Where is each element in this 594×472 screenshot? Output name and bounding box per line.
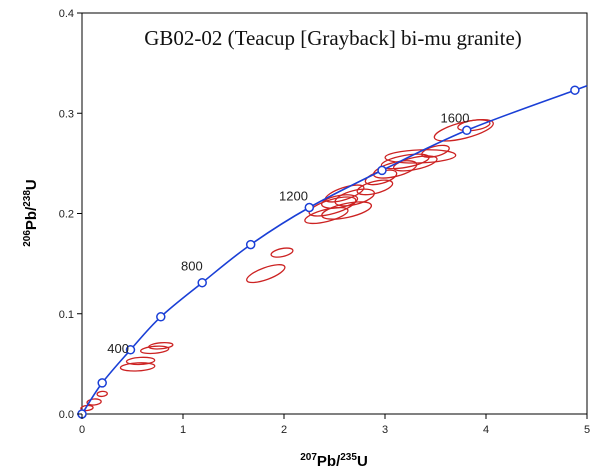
concordia-age-labels: 400 800 1200 1600 xyxy=(107,110,469,355)
error-ellipse-15 xyxy=(321,201,373,220)
x-axis-title-mass: 207 xyxy=(300,452,317,463)
x-tick-label-4: 4 xyxy=(483,424,489,436)
y-tick-label-0.3: 0.3 xyxy=(59,108,74,120)
x-tick-label-1: 1 xyxy=(180,424,186,436)
y-axis-title-mass2: 238 xyxy=(22,190,33,207)
x-axis-ticks: 0 1 2 3 4 5 xyxy=(79,414,590,436)
error-ellipse-3 xyxy=(96,390,108,398)
concordia-marker-8 xyxy=(377,165,387,176)
x-axis-title: 207Pb/235U xyxy=(300,452,368,470)
error-ellipse-11 xyxy=(308,196,357,217)
y-axis-title-mass: 206 xyxy=(22,230,33,247)
age-label-1200: 1200 xyxy=(279,189,308,204)
error-ellipse-13 xyxy=(324,184,365,203)
y-axis-title: 206Pb/238U xyxy=(22,179,40,247)
y-tick-label-0.1: 0.1 xyxy=(59,309,74,321)
error-ellipse-22 xyxy=(421,144,450,158)
y-axis-ticks: 0.0 0.1 0.2 0.3 0.4 xyxy=(59,8,82,421)
concordia-marker-5 xyxy=(197,277,207,288)
x-axis-title-den: U xyxy=(357,453,368,470)
y-tick-label-0.2: 0.2 xyxy=(59,209,74,221)
age-label-400: 400 xyxy=(107,341,129,356)
error-ellipse-20 xyxy=(384,149,457,164)
error-ellipse-10 xyxy=(304,206,349,225)
concordia-marker-2 xyxy=(97,378,107,388)
y-axis-title-num: Pb/ xyxy=(23,206,40,230)
concordia-marker-6 xyxy=(245,239,256,250)
error-ellipse-7 xyxy=(148,341,174,350)
error-ellipse-24 xyxy=(457,119,491,132)
y-axis-title-den: U xyxy=(23,179,40,190)
age-label-800: 800 xyxy=(181,259,203,274)
x-tick-label-3: 3 xyxy=(382,424,388,436)
x-tick-label-0: 0 xyxy=(79,424,85,436)
y-tick-label-0.4: 0.4 xyxy=(59,8,74,20)
error-ellipse-14 xyxy=(334,188,376,207)
error-ellipse-8 xyxy=(246,264,286,284)
concordia-marker-9 xyxy=(462,125,472,136)
concordia-marker-7 xyxy=(304,202,315,213)
y-tick-label-0: 0.0 xyxy=(59,409,74,421)
error-ellipse-5 xyxy=(125,356,156,366)
error-ellipse-12 xyxy=(320,194,359,209)
age-label-1600: 1600 xyxy=(441,110,470,125)
concordia-marker-4 xyxy=(156,312,166,322)
error-ellipse-6 xyxy=(140,345,170,355)
concordia-age-markers xyxy=(77,85,580,419)
error-ellipse-23 xyxy=(433,118,494,142)
concordia-marker-3 xyxy=(125,345,136,355)
concordia-marker-10 xyxy=(570,85,580,95)
error-ellipse-2 xyxy=(86,398,102,406)
x-tick-label-2: 2 xyxy=(281,424,287,436)
error-ellipse-21 xyxy=(392,155,438,172)
error-ellipse-16 xyxy=(356,179,394,196)
error-ellipse-4 xyxy=(119,362,156,372)
x-axis-title-num: Pb/ xyxy=(317,453,341,470)
x-axis-title-mass2: 235 xyxy=(340,452,357,463)
chart-title: GB02-02 (Teacup [Grayback] bi-mu granite… xyxy=(144,26,522,50)
x-tick-label-5: 5 xyxy=(584,424,590,436)
error-ellipse-9 xyxy=(270,247,294,258)
